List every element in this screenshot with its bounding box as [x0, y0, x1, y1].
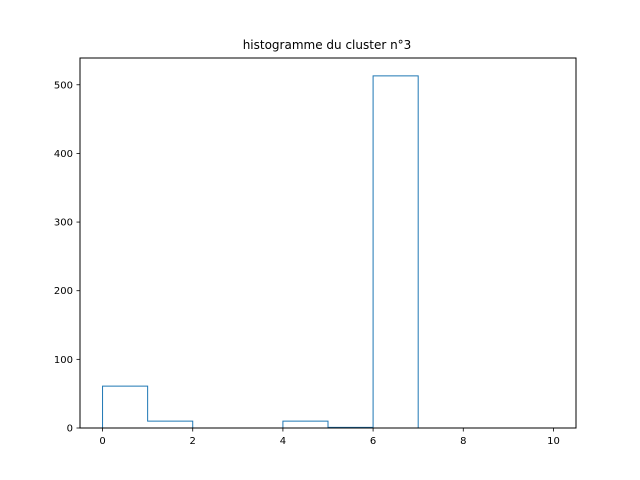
y-tick-label: 0 [67, 424, 73, 435]
x-tick-label: 2 [190, 436, 196, 447]
y-tick-label: 500 [54, 80, 73, 91]
x-axis: 0 2 4 6 8 10 [99, 428, 560, 447]
y-tick-label: 300 [54, 218, 73, 229]
x-tick-label: 10 [547, 436, 560, 447]
x-tick-label: 4 [280, 436, 286, 447]
x-tick-label: 0 [99, 436, 105, 447]
y-tick-label: 100 [54, 355, 73, 366]
y-tick-label: 400 [54, 149, 73, 160]
chart-title: histogramme du cluster n°3 [243, 38, 412, 52]
y-axis: 0 100 200 300 400 500 [54, 80, 80, 435]
x-tick-label: 6 [370, 436, 376, 447]
plot-area [102, 75, 554, 429]
axes-frame [79, 57, 577, 429]
histogram-step-line [102, 75, 554, 429]
y-tick-label: 200 [54, 286, 73, 297]
x-tick-label: 8 [460, 436, 466, 447]
